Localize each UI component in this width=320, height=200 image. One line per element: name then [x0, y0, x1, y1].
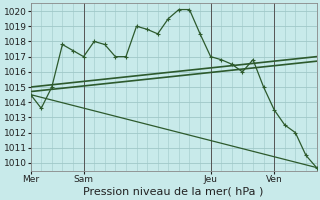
X-axis label: Pression niveau de la mer( hPa ): Pression niveau de la mer( hPa ) [84, 187, 264, 197]
